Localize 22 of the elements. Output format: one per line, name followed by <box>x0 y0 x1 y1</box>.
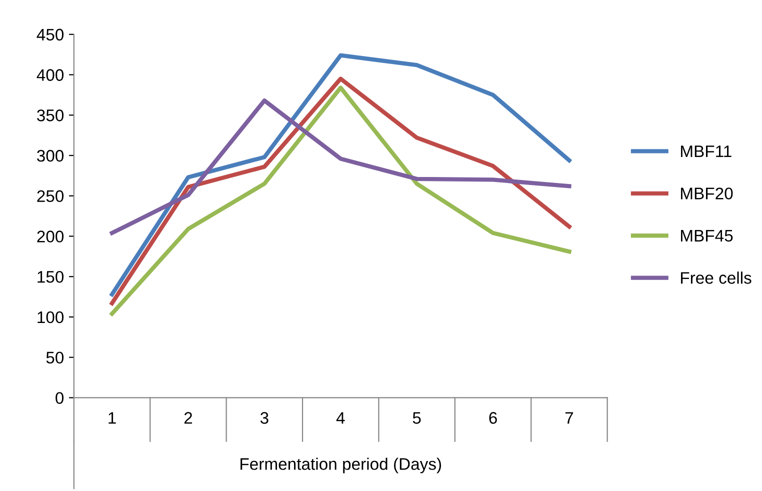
y-tick-label: 350 <box>37 110 64 122</box>
x-tick-label: 4 <box>336 412 345 424</box>
x-tick-label: 3 <box>260 412 268 424</box>
x-tick-label: 2 <box>184 412 192 424</box>
y-tick-label: 300 <box>37 150 64 162</box>
legend-label: MBF20 <box>681 188 733 200</box>
x-tick-label: 6 <box>489 412 497 424</box>
y-tick-label: 100 <box>38 311 64 324</box>
legend-label: MBF45 <box>681 230 733 242</box>
y-tick-label: 150 <box>38 271 64 283</box>
x-axis-title: Fermentation period (Days) <box>240 458 442 474</box>
y-tick-label: 200 <box>37 230 64 242</box>
y-tick-label: 400 <box>36 69 64 81</box>
legend-label: MBF11 <box>681 146 732 158</box>
x-tick-label: 1 <box>108 412 116 424</box>
y-tick-label: 50 <box>46 352 64 364</box>
legend-label: Free cells <box>681 272 752 284</box>
x-tick-label: 5 <box>412 412 421 424</box>
y-tick-label: 450 <box>36 28 64 41</box>
y-tick-label: 0 <box>56 392 64 404</box>
x-tick-label: 7 <box>565 412 574 424</box>
y-tick-label: 250 <box>37 190 64 202</box>
